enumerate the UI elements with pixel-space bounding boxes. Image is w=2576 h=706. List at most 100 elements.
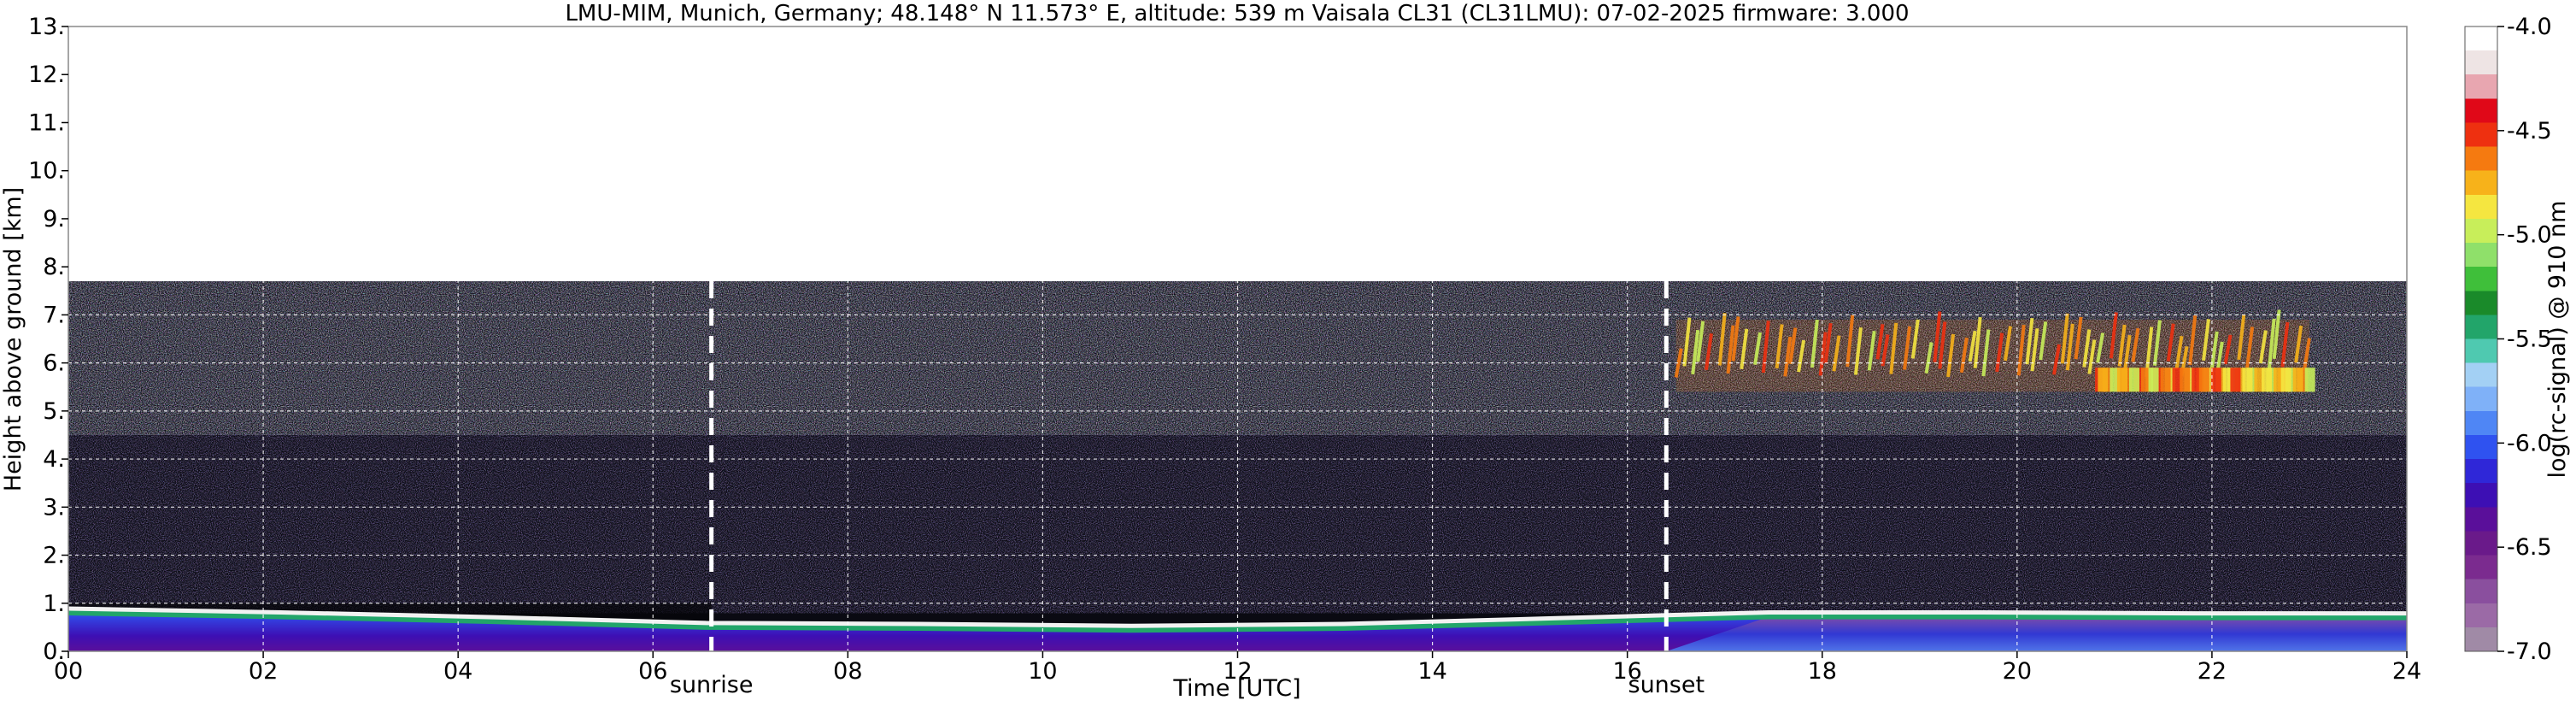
cloud-streak <box>1674 348 1683 378</box>
cloud-streak <box>2096 332 2105 363</box>
cloud-streak <box>2117 324 2127 367</box>
cloud-streak <box>2272 309 2281 360</box>
x-tick-label: 00 <box>54 658 83 685</box>
cloud-cell <box>2280 368 2291 392</box>
cloud-streak <box>1946 333 1956 378</box>
y-tick-label: 8. <box>43 254 65 280</box>
cloud-streak <box>2016 324 2026 376</box>
cloud-cell <box>2180 368 2191 392</box>
cloud-streak <box>1933 311 1942 362</box>
cloud-streak <box>1875 324 1885 360</box>
cloud-streak <box>1910 319 1920 359</box>
cloud-streak <box>1704 332 1713 370</box>
colorbar-tick-label: -7.0 <box>2507 638 2552 665</box>
cloud-streak <box>2188 315 2198 366</box>
colorbar-label: log(rc-signal) @ 910 nm <box>2544 201 2571 479</box>
cloud-streak <box>2122 334 2132 374</box>
colorbar-tick-label: -6.5 <box>2507 534 2552 561</box>
cloud-streak <box>1832 335 1841 372</box>
cloud-streak <box>2223 334 2233 365</box>
cloud-streak <box>2152 320 2162 366</box>
x-tick-label: 02 <box>249 658 278 685</box>
cloud-streak <box>2209 331 2219 369</box>
colorbar-ticks: -4.0 -4.5 -5.0 -5.5 -6.0 -6.5 -7.0 <box>2497 14 2552 665</box>
cloud-streak <box>1959 337 1969 374</box>
cloud-cell <box>2304 368 2315 392</box>
sunrise-label: sunrise <box>670 672 754 698</box>
cloud-streak <box>1973 316 1982 368</box>
grid-lines <box>68 26 2407 651</box>
y-tick-label: 12. <box>28 62 65 88</box>
cloud-cell <box>2128 368 2139 392</box>
x-tick-label: 22 <box>2198 658 2227 685</box>
chart-title: LMU-MIM, Munich, Germany; 48.148° N 11.5… <box>565 1 1909 26</box>
cloud-streak <box>2082 329 2092 368</box>
colorbar-tick-label: -5.0 <box>2507 222 2552 249</box>
cloud-streak <box>2087 339 2097 374</box>
cloud-streak <box>1682 317 1692 367</box>
cloud-streak <box>2060 313 2069 364</box>
y-tick-label: 2. <box>43 543 65 569</box>
cloud-streak <box>2025 317 2034 365</box>
cloud-streak <box>2174 335 2184 370</box>
cloud-cell <box>2242 368 2253 392</box>
cloud-cell <box>2262 368 2273 392</box>
cloud-cell <box>2148 368 2159 392</box>
y-tick-label: 9. <box>43 206 65 232</box>
colorbar-tick-label: -6.0 <box>2507 430 2552 456</box>
cloud-streak <box>2280 321 2290 368</box>
cloud-cell <box>2116 368 2127 392</box>
y-tick-label: 6. <box>43 350 65 377</box>
x-tick-label: 04 <box>443 658 472 685</box>
cloud-streak <box>2074 316 2083 360</box>
cloud-streak <box>2237 314 2246 361</box>
cloud-streak <box>1788 327 1798 365</box>
cloud-streak <box>1691 329 1700 375</box>
cloud-cell <box>2198 368 2209 392</box>
cloud-streak <box>2294 325 2303 363</box>
cloud-streak <box>1818 332 1828 376</box>
y-tick-label: 7. <box>43 302 65 328</box>
cloud-streak <box>2030 328 2039 372</box>
cloud-cell <box>2210 368 2221 392</box>
cloud-streak <box>1903 326 1912 370</box>
y-tick-label: 13. <box>28 14 65 40</box>
cloud-streak <box>1968 330 1977 362</box>
x-tick-label: 08 <box>833 658 862 685</box>
cloud-streak <box>1845 315 1855 368</box>
cloud-streak <box>1938 321 1947 369</box>
y-axis: 0. 1. 2. 3. 4. 5. 6. 7. 8. 9. 10. 11. 12. 13. <box>28 14 68 665</box>
colorbar-tick-label: -4.0 <box>2507 14 2552 40</box>
x-tick-label: 16 <box>1612 658 1641 685</box>
cloud-streak <box>1810 319 1819 368</box>
cloud-cell <box>2292 368 2303 392</box>
cloud-streak <box>1740 328 1749 370</box>
y-tick-label: 1. <box>43 591 65 617</box>
y-tick-label: 5. <box>43 398 65 425</box>
cloud-streak <box>1775 324 1784 369</box>
noise-lower <box>68 434 2407 614</box>
x-axis: 00 02 04 06 08 10 12 14 16 18 20 22 24 <box>54 651 2421 685</box>
sun-event-labels: sunrise sunset <box>670 672 1705 698</box>
cloud-streak <box>1924 342 1933 374</box>
cloud-streak <box>2065 323 2074 371</box>
cloud-streak <box>2039 321 2048 361</box>
cloud-cell <box>2098 368 2109 392</box>
colorbar-tick-label: -5.5 <box>2507 327 2552 353</box>
x-tick-label: 12 <box>1223 658 1252 685</box>
cloud-streak <box>1867 331 1876 371</box>
cloud-streak <box>1783 336 1793 377</box>
cloud-streak <box>1726 325 1735 374</box>
cloud-streak <box>2258 330 2268 364</box>
x-tick-label: 14 <box>1417 658 1446 685</box>
sun-event-lines <box>709 281 1669 651</box>
cloud-streak <box>2245 327 2255 368</box>
cloud-streak <box>1981 329 1991 377</box>
cloud-streak <box>1853 327 1863 375</box>
cloud-streak <box>1696 321 1705 362</box>
cloud-streak <box>1995 332 2004 373</box>
x-axis-label: Time [UTC] <box>1172 675 1300 702</box>
cloud-streak <box>1761 321 1770 374</box>
aerosol-layer-night <box>1666 616 2407 651</box>
